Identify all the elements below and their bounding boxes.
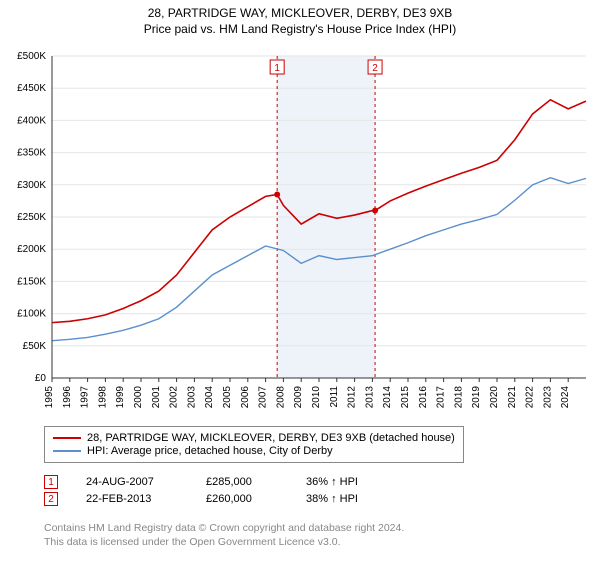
svg-text:2021: 2021	[507, 386, 518, 409]
marker-row: 1 24-AUG-2007£285,00036% ↑ HPI	[44, 475, 406, 489]
marker-price: £285,000	[206, 476, 306, 488]
svg-text:2008: 2008	[275, 386, 286, 409]
svg-text:2: 2	[372, 63, 378, 74]
attribution: Contains HM Land Registry data © Crown c…	[44, 522, 404, 549]
marker-delta: 36% ↑ HPI	[306, 476, 406, 488]
svg-text:1997: 1997	[80, 386, 91, 409]
svg-text:2024: 2024	[560, 386, 571, 409]
marker-date: 24-AUG-2007	[86, 476, 206, 488]
svg-text:2015: 2015	[400, 386, 411, 409]
svg-text:2023: 2023	[542, 386, 553, 409]
svg-text:£400K: £400K	[17, 115, 46, 126]
svg-text:1998: 1998	[97, 386, 108, 409]
svg-text:£500K: £500K	[17, 51, 46, 62]
svg-text:2020: 2020	[489, 386, 500, 409]
svg-text:2001: 2001	[151, 386, 162, 409]
chart-container: 28, PARTRIDGE WAY, MICKLEOVER, DERBY, DE…	[0, 6, 600, 566]
marker-date: 22-FEB-2013	[86, 493, 206, 505]
svg-text:2022: 2022	[525, 386, 536, 409]
svg-text:£250K: £250K	[17, 212, 46, 223]
legend-label: HPI: Average price, detached house, City…	[87, 445, 333, 457]
svg-text:2002: 2002	[169, 386, 180, 409]
legend-swatch	[53, 437, 81, 439]
svg-text:2010: 2010	[311, 386, 322, 409]
line-chart-svg: £0 £50K £100K £150K £200K £250K £300K £350K £400…	[0, 48, 600, 418]
svg-text:2007: 2007	[258, 386, 269, 409]
svg-text:2013: 2013	[364, 386, 375, 409]
marker-number-box: 2	[44, 492, 58, 506]
marker-row: 2 22-FEB-2013£260,00038% ↑ HPI	[44, 492, 406, 506]
chart-area: £0 £50K £100K £150K £200K £250K £300K £350K £400…	[0, 48, 600, 418]
legend-swatch	[53, 450, 81, 452]
svg-text:2014: 2014	[382, 386, 393, 409]
chart-title: 28, PARTRIDGE WAY, MICKLEOVER, DERBY, DE…	[0, 6, 600, 20]
legend-item: 28, PARTRIDGE WAY, MICKLEOVER, DERBY, DE…	[53, 432, 455, 444]
svg-text:1996: 1996	[62, 386, 73, 409]
legend-item: HPI: Average price, detached house, City…	[53, 445, 455, 457]
svg-text:2000: 2000	[133, 386, 144, 409]
marker-annotations: 1 24-AUG-2007£285,00036% ↑ HPI 2 22-FEB-201…	[44, 472, 406, 509]
svg-text:2019: 2019	[471, 386, 482, 409]
svg-text:£300K: £300K	[17, 180, 46, 191]
marker-delta: 38% ↑ HPI	[306, 493, 406, 505]
svg-text:£150K: £150K	[17, 276, 46, 287]
legend: 28, PARTRIDGE WAY, MICKLEOVER, DERBY, DE…	[44, 426, 464, 463]
svg-text:2012: 2012	[347, 386, 358, 409]
svg-text:2003: 2003	[186, 386, 197, 409]
svg-text:2005: 2005	[222, 386, 233, 409]
svg-text:2004: 2004	[204, 386, 215, 409]
svg-text:2009: 2009	[293, 386, 304, 409]
svg-text:2018: 2018	[453, 386, 464, 409]
attribution-line-2: This data is licensed under the Open Gov…	[44, 536, 404, 550]
svg-text:2017: 2017	[436, 386, 447, 409]
svg-text:2011: 2011	[329, 386, 340, 408]
chart-subtitle: Price paid vs. HM Land Registry's House …	[0, 22, 600, 36]
svg-text:£200K: £200K	[17, 244, 46, 255]
svg-text:1999: 1999	[115, 386, 126, 409]
svg-text:£450K: £450K	[17, 83, 46, 94]
svg-text:£350K: £350K	[17, 148, 46, 159]
svg-text:2006: 2006	[240, 386, 251, 409]
svg-text:2016: 2016	[418, 386, 429, 409]
legend-label: 28, PARTRIDGE WAY, MICKLEOVER, DERBY, DE…	[87, 432, 455, 444]
svg-text:1: 1	[274, 63, 280, 74]
svg-text:£50K: £50K	[23, 341, 47, 352]
attribution-line-1: Contains HM Land Registry data © Crown c…	[44, 522, 404, 536]
svg-text:£0: £0	[35, 373, 47, 384]
svg-text:£100K: £100K	[17, 309, 46, 320]
marker-number-box: 1	[44, 475, 58, 489]
svg-text:1995: 1995	[44, 386, 55, 409]
marker-price: £260,000	[206, 493, 306, 505]
